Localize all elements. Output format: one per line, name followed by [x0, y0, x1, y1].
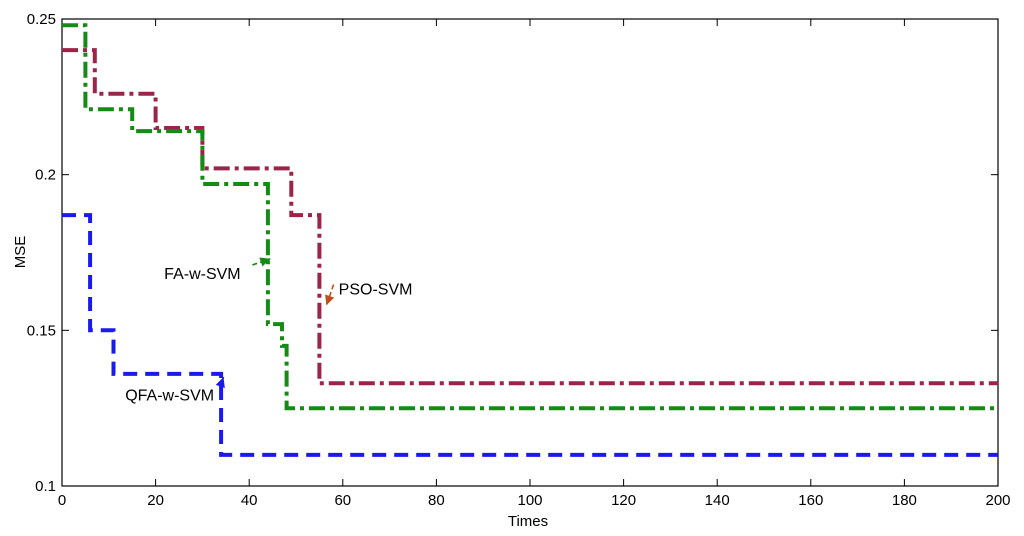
x-tick-label: 80	[428, 492, 445, 509]
plot-axes: 0 20 40 60 80 100 120 140 160 180 200 0.10.150.20.…	[27, 11, 1011, 509]
x-tick-label: 160	[798, 492, 823, 509]
series-line-fa	[62, 23, 998, 411]
annotation-label: PSO-SVM	[339, 282, 413, 299]
x-axis-label: Times	[508, 513, 548, 530]
x-tick-label: 40	[241, 492, 258, 509]
annotation-arrow-head	[215, 377, 225, 388]
x-tick-label: 200	[985, 492, 1010, 509]
y-tick-label: 0.25	[27, 11, 56, 28]
series-line-pso	[62, 48, 998, 386]
y-tick-label: 0.15	[27, 322, 56, 339]
x-tick-label: 100	[517, 492, 542, 509]
x-ticks: 0 20 40 60 80 100 120 140 160 180 200	[58, 19, 1011, 509]
y-axis-label: MSE	[12, 236, 29, 269]
x-tick-label: 20	[147, 492, 164, 509]
series-line-qfa	[62, 213, 998, 457]
x-tick-label: 60	[334, 492, 351, 509]
x-tick-label: 120	[611, 492, 636, 509]
annotation-arrow-head	[259, 257, 271, 267]
series-layer	[62, 23, 998, 457]
x-tick-label: 0	[58, 492, 66, 509]
annotation-label: QFA-w-SVM	[125, 387, 214, 404]
plot-frame	[61, 18, 999, 487]
annotation-arrow-head	[325, 294, 335, 306]
annotation-layer: PSO-SVM FA-w-SVM QFA-w-SVM	[125, 257, 412, 404]
y-tick-label: 0.1	[35, 478, 56, 495]
y-ticks: 0.1 0.15 0.2 0.25	[27, 11, 998, 495]
x-tick-label: 140	[705, 492, 730, 509]
x-tick-label: 180	[892, 492, 917, 509]
annotation-label: FA-w-SVM	[164, 266, 240, 283]
y-tick-label: 0.2	[35, 167, 56, 184]
